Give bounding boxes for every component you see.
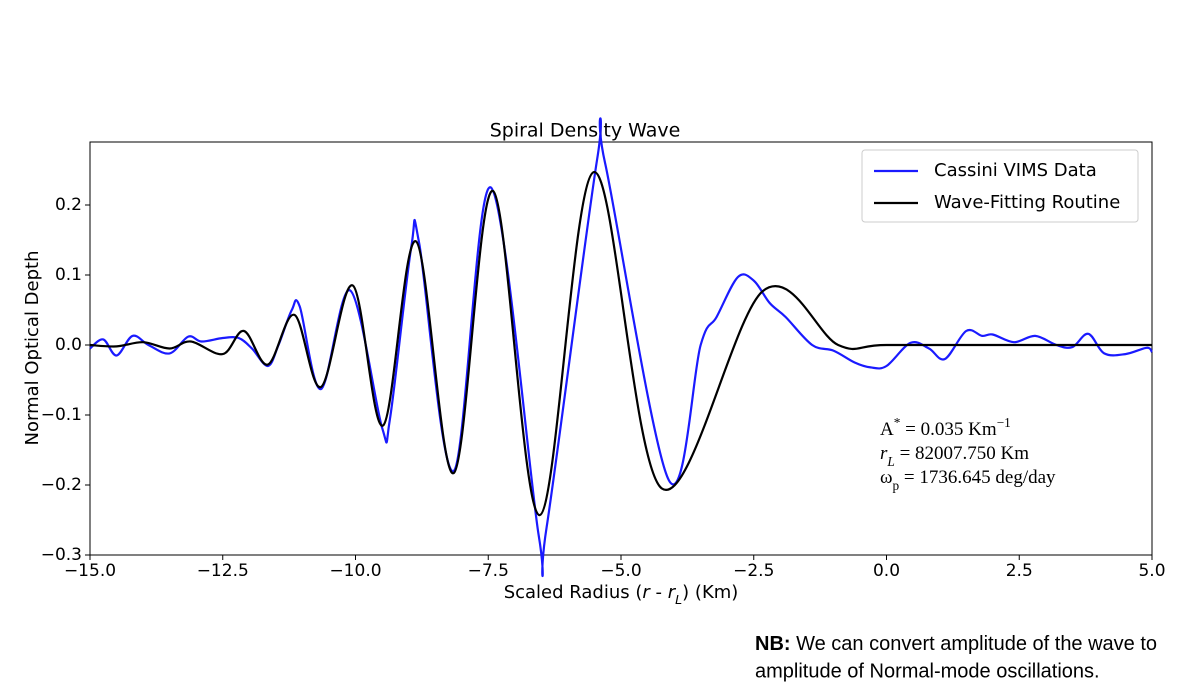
legend-label: Wave-Fitting Routine	[934, 192, 1120, 213]
text-part: p	[893, 478, 900, 493]
x-tick-label: −2.5	[733, 561, 774, 581]
note: NB: We can convert amplitude of the wave…	[755, 633, 1157, 655]
plot-area: −15.0 −12.5 −10.0 −7.5 −5.0 −2.5 0.0 2.5 5.0−0.3…	[41, 117, 1166, 581]
y-tick-label: −0.2	[41, 475, 82, 495]
data-line	[89, 117, 1153, 578]
y-tick-label: 0.0	[55, 335, 82, 355]
text-part: A	[880, 419, 894, 440]
x-axis-label: Scaled Radius (r - rL) (Km)	[504, 582, 739, 607]
y-tick-label: −0.1	[41, 405, 82, 425]
annotation: A* = 0.035 Km−1	[880, 415, 1011, 441]
note-bold: NB:	[755, 633, 791, 655]
x-tick-label: 0.0	[873, 561, 900, 581]
text-part: Scaled Radius (	[504, 582, 643, 603]
annotation: ωp = 1736.645 deg/day	[880, 467, 1056, 492]
text-part: r	[880, 443, 888, 464]
text-part: = 82007.750 Km	[895, 443, 1029, 464]
legend-box	[861, 149, 1139, 223]
note-text: We can convert amplitude of the wave to	[791, 633, 1158, 655]
text-part: = 0.035 Km	[900, 419, 996, 440]
x-tick-label: 2.5	[1006, 561, 1033, 581]
legend-label: Cassini VIMS Data	[934, 160, 1097, 181]
text-part: −1	[997, 415, 1011, 430]
text-part: L	[886, 454, 894, 469]
x-tick-label: −7.5	[468, 561, 509, 581]
chart-title: Spiral Density Wave	[490, 120, 681, 142]
y-tick-label: 0.1	[55, 265, 82, 285]
annotation: rL = 82007.750 Km	[880, 443, 1029, 468]
y-axis-label: Normal Optical Depth	[22, 251, 43, 446]
x-tick-label: −5.0	[600, 561, 641, 581]
x-tick-label: −10.0	[329, 561, 381, 581]
x-tick-label: −15.0	[64, 561, 116, 581]
text-part: -	[650, 582, 668, 603]
note: amplitude of Normal-mode oscillations.	[755, 660, 1100, 682]
text-part: L	[675, 592, 682, 607]
text-part: r	[668, 582, 677, 603]
text-part: ω	[880, 467, 893, 488]
text-part: *	[894, 415, 901, 430]
data-line	[89, 170, 1152, 517]
text-part: r	[642, 582, 651, 603]
text-part: = 1736.645 deg/day	[899, 467, 1056, 488]
text-part: ) (Km)	[682, 582, 738, 603]
x-tick-label: 5.0	[1138, 561, 1165, 581]
y-tick-label: 0.2	[55, 195, 82, 215]
x-tick-label: −12.5	[197, 561, 249, 581]
y-tick-label: −0.3	[41, 545, 82, 565]
